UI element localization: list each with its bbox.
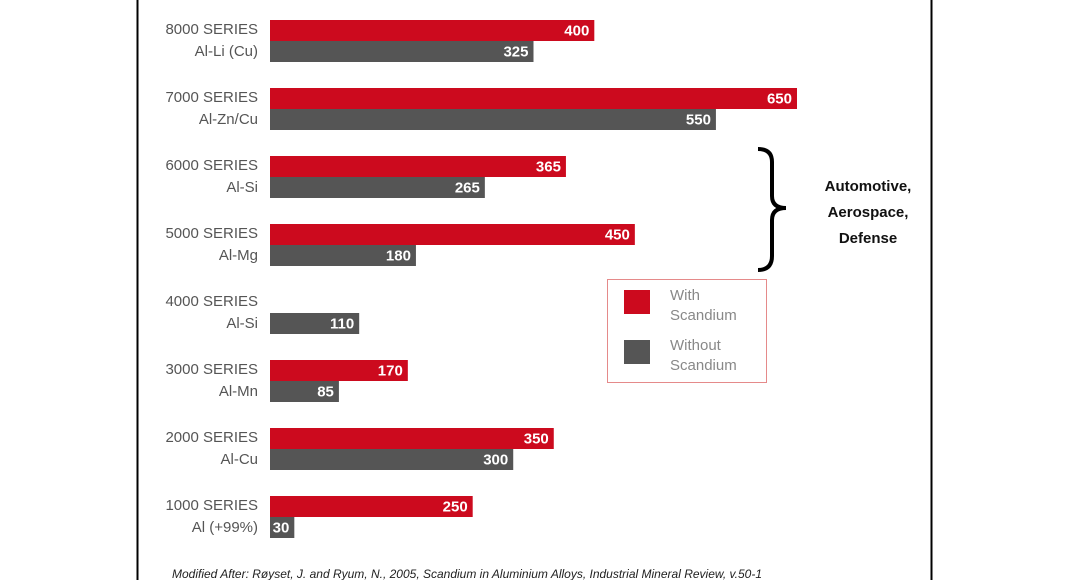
value-label: 250	[443, 499, 468, 516]
value-label: 300	[483, 452, 508, 469]
category-label: 7000 SERIES Al-Zn/Cu	[165, 89, 258, 128]
bar	[270, 88, 797, 109]
value-label: 365	[536, 159, 561, 176]
bar	[270, 20, 595, 41]
bar	[270, 313, 360, 334]
value-label: 350	[524, 431, 549, 448]
frame	[136, 0, 933, 580]
legend-swatch	[624, 340, 650, 364]
bar	[270, 245, 416, 266]
value-label: 550	[686, 112, 711, 129]
category-label: 6000 SERIES Al-Si	[165, 157, 258, 196]
bar	[270, 381, 339, 402]
bar	[270, 156, 566, 177]
legend-label: With Scandium	[670, 287, 737, 324]
bar	[270, 41, 534, 62]
bar	[270, 449, 514, 470]
bar	[270, 496, 473, 517]
annotation: Automotive, Aerospace, Defense	[824, 178, 912, 247]
bar	[270, 177, 485, 198]
category-label: 3000 SERIES Al-Mn	[165, 361, 258, 400]
legend-label: Without Scandium	[670, 337, 737, 374]
value-label: 110	[330, 316, 354, 333]
bar	[270, 517, 295, 538]
brace	[757, 147, 787, 272]
value-label: 30	[273, 520, 290, 537]
value-label: 450	[605, 227, 630, 244]
value-label: 85	[317, 384, 334, 401]
category-label: 8000 SERIES Al-Li (Cu)	[165, 21, 258, 60]
footnote: Modified After: Røyset, J. and Ryum, N.,…	[172, 567, 763, 580]
bar	[270, 109, 716, 130]
bar	[270, 428, 554, 449]
category-label: 1000 SERIES Al (+99%)	[165, 497, 258, 536]
legend: With Scandium Without Scandium	[607, 279, 767, 383]
category-label: 5000 SERIES Al-Mg	[165, 225, 258, 264]
value-label: 170	[378, 363, 403, 380]
category-label: 2000 SERIES Al-Cu	[165, 429, 258, 468]
value-label: 265	[455, 180, 480, 197]
value-label: 325	[503, 44, 528, 61]
legend-swatch	[624, 290, 650, 314]
bar	[270, 360, 408, 381]
category-label: 4000 SERIES Al-Si	[165, 293, 258, 332]
value-label: 400	[564, 23, 589, 40]
bar	[270, 224, 635, 245]
value-label: 180	[386, 248, 411, 265]
value-label: 650	[767, 91, 792, 108]
